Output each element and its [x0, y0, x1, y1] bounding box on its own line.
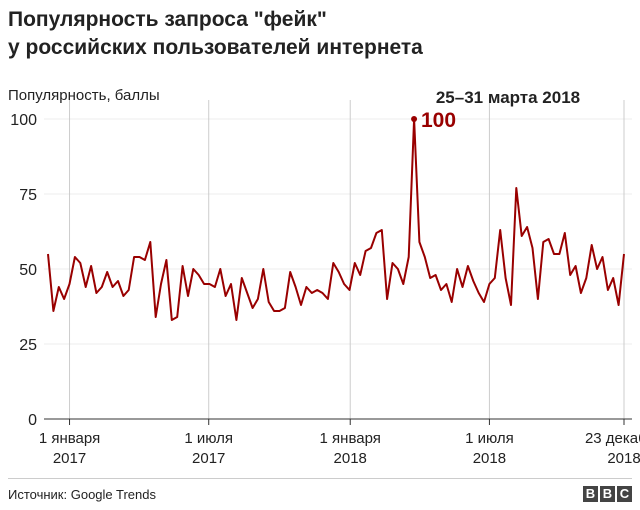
y-tick-label: 50: [19, 262, 37, 279]
x-tick-label: 1 июля: [184, 430, 233, 447]
line-chart: 0 25 50 75 100 1 января 2017 1 июля 2017 1 января…: [10, 88, 640, 467]
x-tick-label: 23 декабря: [585, 430, 640, 447]
x-tick-label: 1 января: [320, 430, 381, 447]
footer-divider: [8, 478, 632, 479]
y-tick-label: 0: [28, 412, 37, 429]
y-tick-label: 25: [19, 337, 37, 354]
y-tick-label: 100: [10, 112, 37, 129]
x-tick-label-year: 2018: [473, 450, 506, 467]
annotation-label: 25–31 марта 2018: [436, 88, 580, 107]
x-tick-label-year: 2018: [334, 450, 367, 467]
x-tick-label-year: 2017: [53, 450, 86, 467]
x-tick-label: 1 июля: [465, 430, 514, 447]
popularity-line: [47, 118, 625, 321]
y-tick-label: 75: [19, 187, 37, 204]
y-axis-label: Популярность, баллы: [8, 87, 160, 104]
chart-title-line2: у российских пользователей интернета: [8, 36, 423, 59]
chart-title-line1: Популярность запроса "фейк": [8, 8, 327, 31]
peak-marker: [411, 116, 418, 122]
source-note: Источник: Google Trends: [8, 487, 156, 502]
x-tick-label-year: 2018: [607, 450, 640, 467]
annotation-value: 100: [421, 109, 456, 132]
x-tick-label: 1 января: [39, 430, 100, 447]
x-tick-label-year: 2017: [192, 450, 225, 467]
